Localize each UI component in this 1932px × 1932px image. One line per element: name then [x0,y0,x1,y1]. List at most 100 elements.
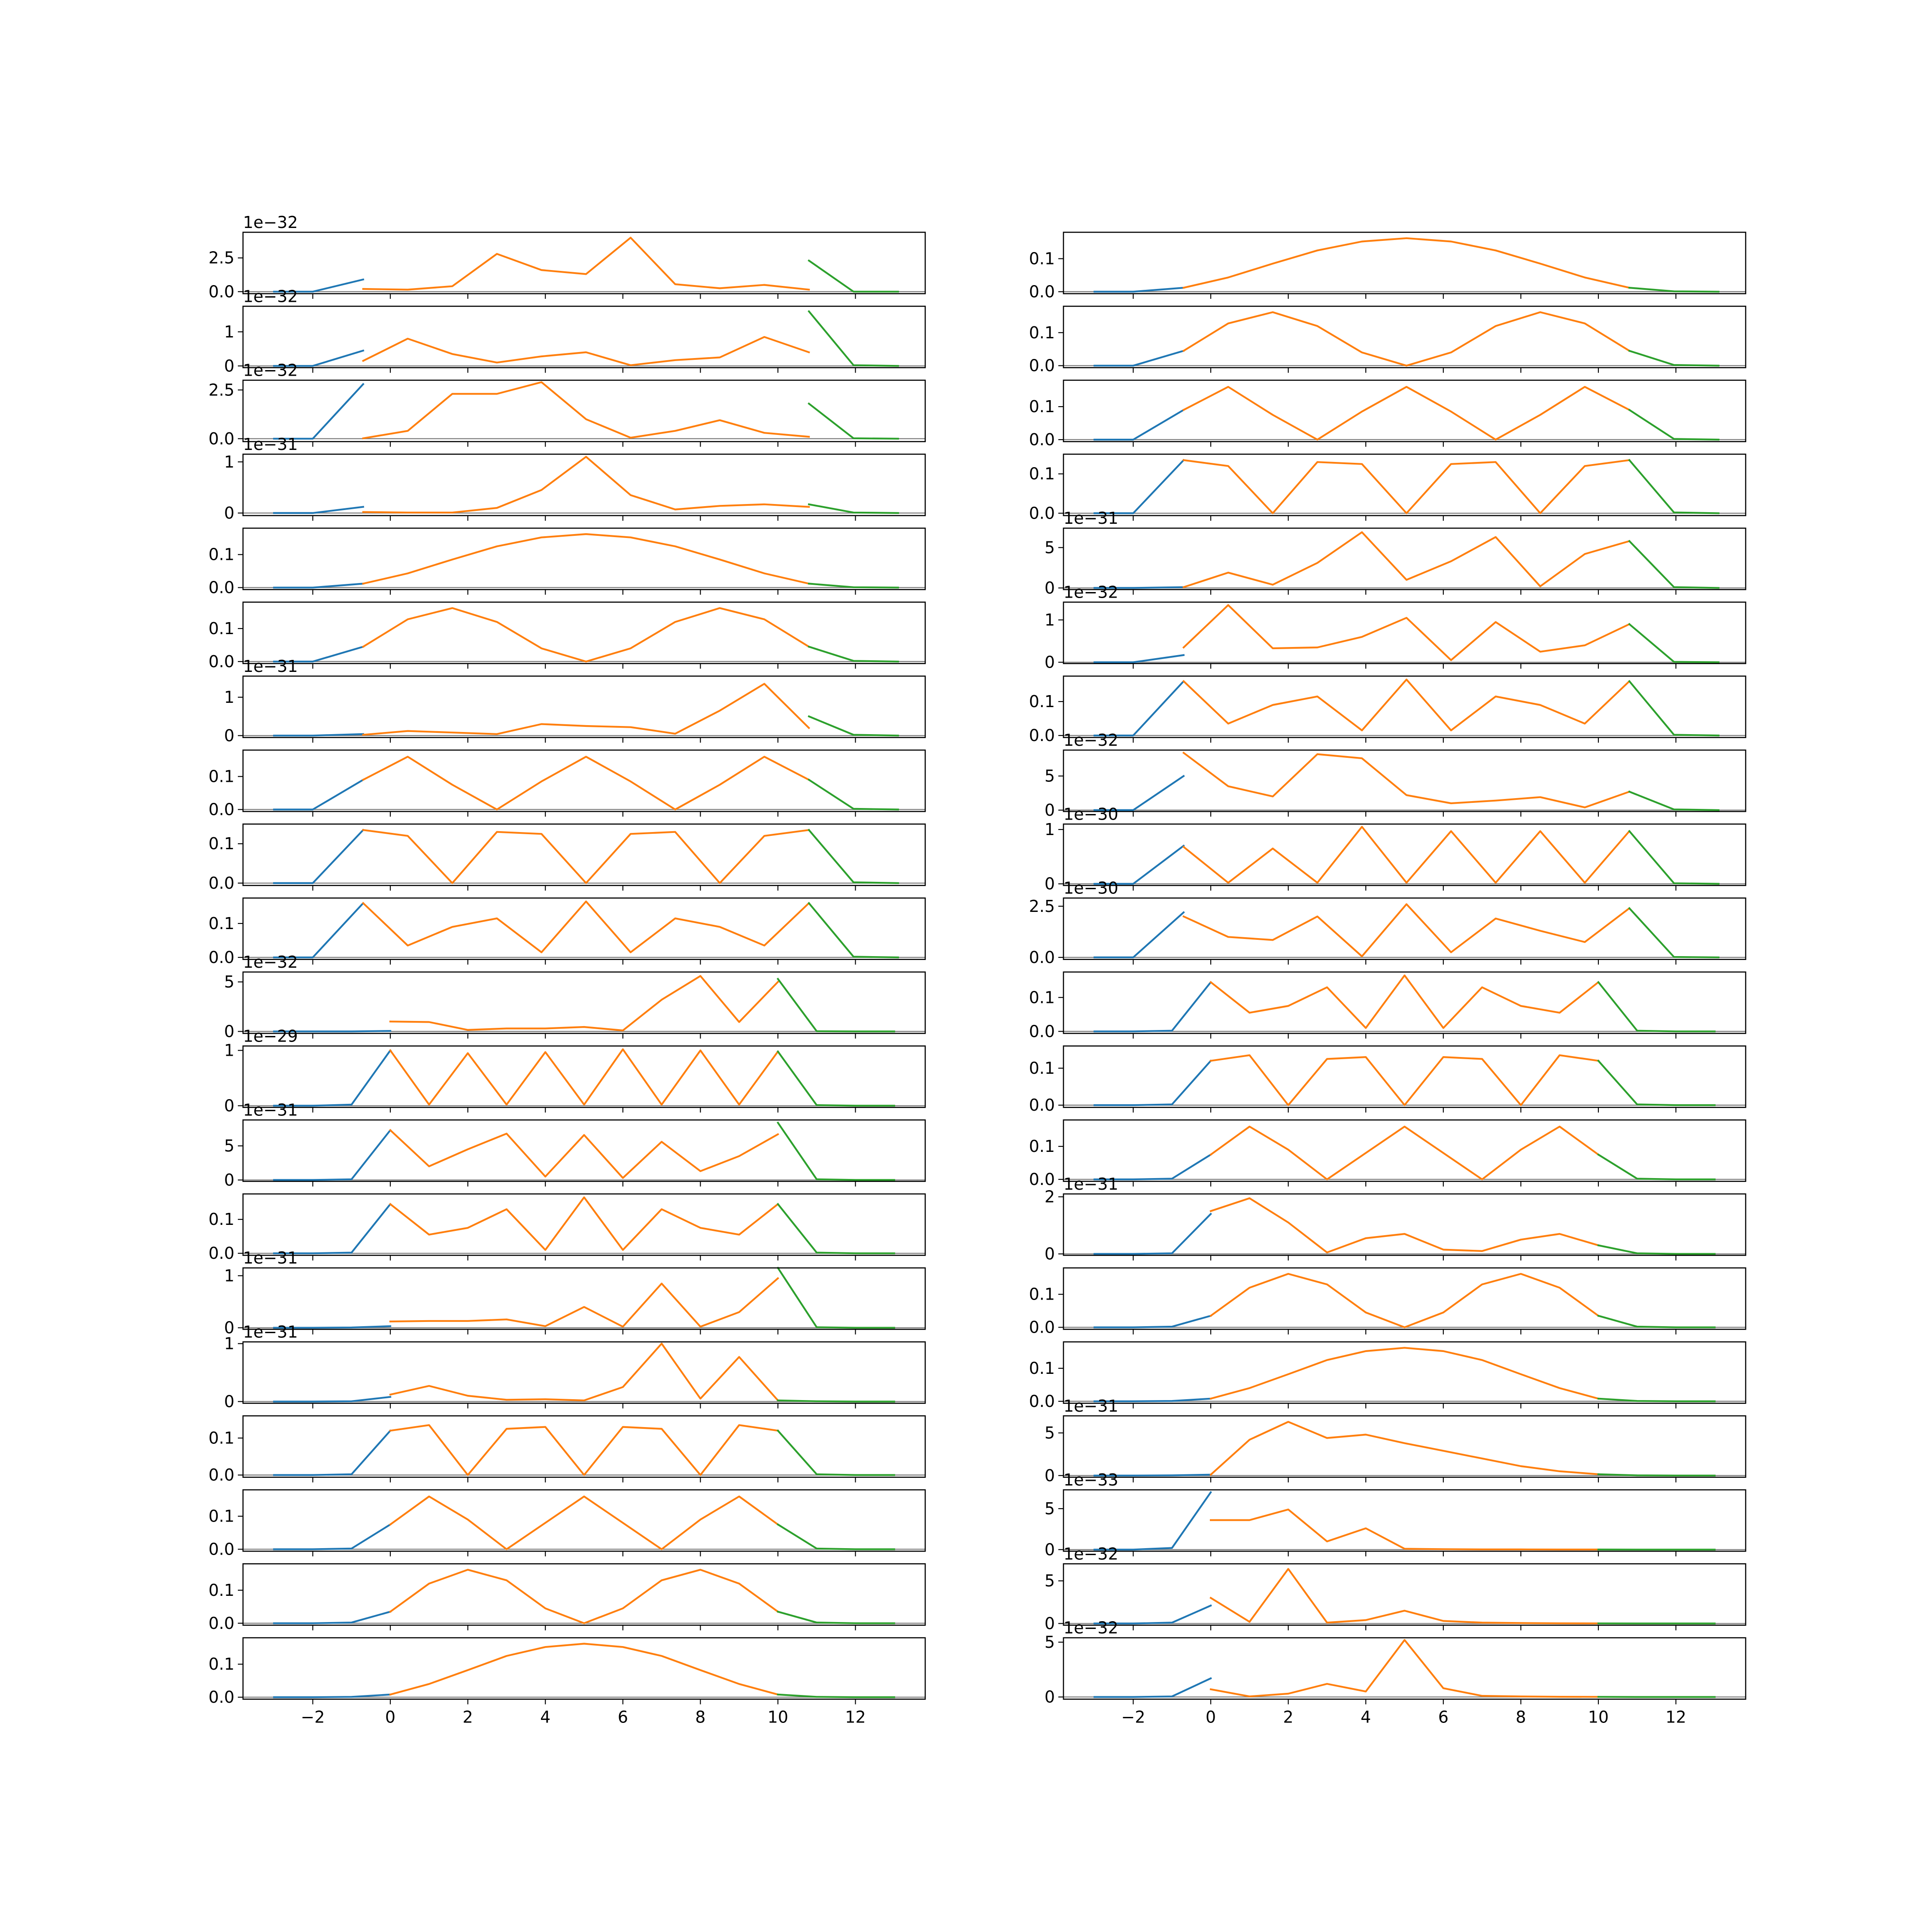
series-line-3 [776,1121,895,1181]
y-tick-label: 2.5 [209,249,234,267]
series-line-3 [1597,1153,1716,1181]
series-line-1 [273,1049,392,1107]
series-line-2 [1182,903,1631,957]
x-tick-label: 10 [1588,1708,1609,1727]
y-tick-label: 5 [1045,1499,1055,1518]
axes-frame [242,305,926,368]
y-tick-label: 0.1 [1029,323,1055,342]
series-line-3 [808,503,899,514]
series-line-1 [1094,680,1185,737]
axes-frame [242,1119,926,1182]
y-tick-label: 0.0 [1029,1096,1055,1115]
x-tick-label: 10 [768,1708,788,1727]
axes-frame [1063,380,1747,442]
y-tick-label: 0.0 [1029,430,1055,449]
series-line-2 [362,336,810,366]
y-tick-label: 0 [1045,1466,1055,1485]
right-panel-9: 0 1 1e−30 [1045,805,1747,893]
y-tick-label: 0.1 [1029,249,1055,268]
y-tick-label: 0.1 [1029,465,1055,483]
y-tick-label: 1 [224,1266,234,1285]
series-line-3 [776,1203,895,1255]
right-panel-8: 0 5 1e−32 [1045,731,1747,820]
x-tick-label: 0 [385,1708,395,1727]
x-tick-label: 2 [463,1708,473,1727]
series-line-2 [1209,1421,1600,1476]
series-line-2 [1209,1639,1600,1698]
series-line-1 [273,645,365,663]
y-tick-label: 0.1 [209,1210,234,1229]
series-line-2 [1209,1125,1600,1181]
series-line-2 [1182,678,1631,732]
series-line-2 [361,900,811,954]
series-line-1 [273,278,365,293]
y-tick-label: 0.0 [1029,282,1055,301]
series-line-2 [1182,751,1631,808]
series-line-1 [1094,408,1185,441]
y-tick-label: 1 [224,322,234,341]
y-tick-label: 2.5 [209,380,234,399]
y-tick-label: 0 [1045,578,1055,597]
y-tick-label: 0 [1045,1245,1055,1264]
series-line-2 [389,975,779,1032]
series-line-3 [1628,829,1719,885]
series-line-1 [273,506,365,514]
series-line-3 [808,778,899,811]
series-line-2 [1209,974,1600,1029]
y-tick-label: 0 [1045,1688,1055,1707]
series-line-3 [808,583,899,589]
series-line-1 [1094,1315,1212,1328]
series-line-3 [1597,981,1716,1033]
left-panel-6: 0.0 0.1 [209,601,926,671]
series-line-1 [273,1129,392,1181]
series-line-1 [273,1523,392,1550]
series-line-1 [273,733,365,737]
y-tick-label: 0 [1045,653,1055,672]
y-tick-label: 0.0 [209,874,234,893]
axes-frame [1063,1489,1747,1552]
x-tick-label: 8 [695,1708,705,1727]
series-line-2 [389,1424,779,1476]
offset-label: 1e−31 [1063,1397,1118,1416]
series-line-2 [389,1643,779,1696]
y-tick-label: 0.1 [209,914,234,933]
series-line-3 [1597,1397,1716,1402]
left-panel-4: 0 1 1e−31 [224,435,926,522]
y-tick-label: 0.1 [209,619,234,638]
y-tick-label: 0.0 [209,1540,234,1558]
series-line-3 [1597,1244,1716,1255]
y-tick-label: 0.1 [1029,397,1055,416]
y-tick-label: 5 [224,972,234,991]
y-tick-label: 1 [1045,611,1055,629]
offset-label: 1e−30 [1063,805,1118,823]
y-tick-label: 0.0 [1029,1170,1055,1189]
series-line-2 [1182,311,1631,367]
left-panel-14: 0.0 0.1 [209,1193,926,1263]
right-panel-14: 0 2 1e−31 [1045,1175,1747,1264]
right-panel-10: 0.0 2.5 1e−30 [1029,879,1747,967]
right-panel-18: 0 5 1e−33 [1045,1470,1747,1559]
series-line-2 [1182,604,1631,661]
y-tick-label: 5 [224,1136,234,1155]
y-tick-label: 0 [224,1022,234,1041]
right-panel-2: 0.0 0.1 [1029,305,1747,375]
series-line-2 [1182,531,1631,589]
axes-frame [242,231,926,295]
series-line-3 [1628,680,1719,737]
axes-frame [1063,1637,1747,1700]
series-line-2 [362,756,810,811]
x-tick-label: 12 [845,1708,866,1727]
series-line-2 [1209,1347,1600,1400]
right-panel-20: 0 5 1e−32 −2 0 2 4 6 8 10 12 [1045,1619,1747,1727]
y-tick-label: 0 [1045,1614,1055,1633]
left-column: 0.02.51e−32011e−320.02.51e−32011e−310.00… [209,213,926,1727]
series-line-3 [777,1693,895,1698]
series-line-1 [1094,1059,1212,1106]
x-tick-label: 4 [540,1708,550,1727]
series-line-1 [273,349,365,367]
series-line-3 [808,402,899,440]
series-line-3 [1597,1315,1716,1328]
y-tick-label: 0.0 [1029,1318,1055,1337]
y-tick-label: 0.1 [1029,1137,1055,1156]
